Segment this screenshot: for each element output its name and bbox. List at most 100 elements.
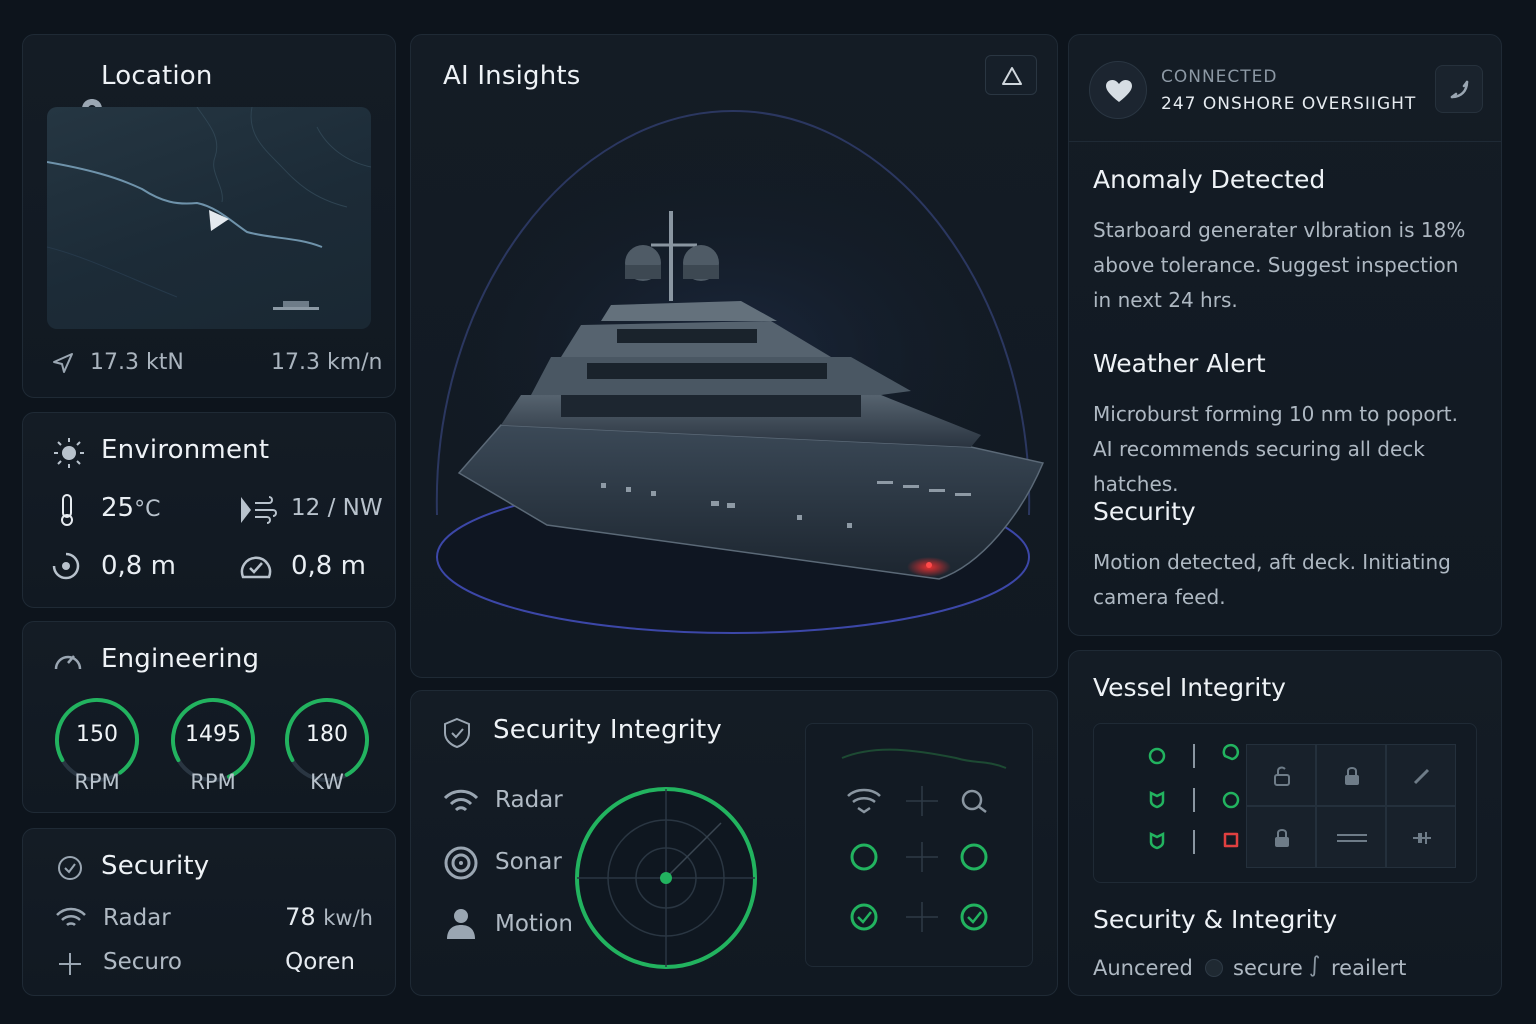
security-integrity-subtitle: Security & Integrity xyxy=(1093,905,1338,934)
heart-icon xyxy=(1106,80,1132,102)
secure-dot-icon xyxy=(1205,959,1223,977)
depth-value: 0,8 m xyxy=(291,551,366,581)
wave-height-icon xyxy=(52,552,80,580)
engineering-panel: Engineering 150 RPM 1495 RPM 180 KW xyxy=(22,621,396,813)
alert-body: Motion detected, aft deck. Initiating ca… xyxy=(1093,550,1451,609)
alert-title: Security xyxy=(1093,497,1196,526)
alert-body: Microburst forming 10 nm to poport. AI r… xyxy=(1093,402,1458,496)
securo-value: Qoren xyxy=(285,949,355,975)
connection-service: 247 ONSHORE OVERSIIGHT xyxy=(1161,94,1417,114)
speed-knots: 17.3 ktN xyxy=(90,350,184,375)
radar-scope[interactable] xyxy=(571,783,761,973)
speedometer-icon xyxy=(54,655,82,670)
check-circle-icon xyxy=(58,856,82,880)
navigation-arrow-icon xyxy=(53,353,73,373)
integrity-item-radar: Radar xyxy=(495,787,563,813)
rpm-gauge-1: 150 RPM xyxy=(53,696,141,794)
lock-cell[interactable] xyxy=(1386,806,1456,868)
temperature-number: 25 xyxy=(101,493,135,523)
gauge-arc xyxy=(285,698,369,782)
gauge-arc xyxy=(171,698,255,782)
status-ring-icon xyxy=(1222,791,1240,809)
status-ring-icon xyxy=(960,843,988,871)
radar-power-value: 78 kw/h xyxy=(285,903,373,931)
alert-status-icon xyxy=(1223,832,1239,848)
integral-icon: ∫ xyxy=(1309,953,1321,978)
gauge-unit: RPM xyxy=(74,770,120,794)
wifi-icon xyxy=(56,907,86,926)
status-item: Auncered xyxy=(1093,956,1193,980)
equals-icon xyxy=(1337,834,1367,842)
unlock-icon xyxy=(1274,766,1290,786)
speed-kmh: 17.3 km/n xyxy=(271,350,383,375)
depth-gauge-icon xyxy=(240,556,272,579)
lock-cell[interactable] xyxy=(1246,806,1316,868)
lock-cell[interactable] xyxy=(1316,806,1386,868)
radar-power-unit: kw/h xyxy=(323,906,373,930)
environment-title: Environment xyxy=(101,435,270,465)
status-ring-icon xyxy=(1148,747,1166,765)
search-status-icon xyxy=(961,789,987,813)
alert-toggle-button[interactable] xyxy=(985,55,1037,95)
security-panel: Security Radar 78 kw/h Securo Qoren xyxy=(22,828,396,996)
alert-title: Anomaly Detected xyxy=(1093,165,1326,194)
ai-insights-title: AI Insights xyxy=(443,61,581,91)
wind-value: 12 / NW xyxy=(291,495,383,521)
warning-triangle-icon xyxy=(1002,67,1022,85)
person-icon xyxy=(447,909,475,939)
lock-cell[interactable] xyxy=(1316,744,1386,806)
plug-icon xyxy=(1413,832,1431,844)
status-ring-icon xyxy=(1222,743,1240,761)
kw-gauge: 180 KW xyxy=(283,696,371,794)
status-check-icon xyxy=(960,903,988,931)
engineering-title: Engineering xyxy=(101,644,260,674)
status-ring-icon xyxy=(850,843,878,871)
gauge-unit: RPM xyxy=(190,770,236,794)
location-map[interactable] xyxy=(47,107,371,329)
shield-status-icon xyxy=(1149,790,1165,809)
gauge-arc xyxy=(55,698,139,782)
wifi-icon xyxy=(443,789,479,812)
ai-insights-panel: AI Insights xyxy=(410,34,1058,678)
lock-cell[interactable] xyxy=(1386,744,1456,806)
temperature-unit: °C xyxy=(134,497,161,522)
lock-grid xyxy=(1246,744,1456,868)
location-panel: Location 17.3 ktN 17.3 km/n xyxy=(22,34,396,398)
sun-icon xyxy=(54,438,84,468)
integrity-item-sonar: Sonar xyxy=(495,849,562,875)
yacht-3d-view[interactable] xyxy=(411,95,1058,678)
status-check-icon xyxy=(850,903,878,931)
vessel-integrity-grid xyxy=(1093,723,1477,883)
vessel-integrity-title: Vessel Integrity xyxy=(1093,673,1286,702)
wind-icon xyxy=(241,496,277,524)
shield-check-icon xyxy=(444,717,470,749)
status-item: secure xyxy=(1233,956,1303,980)
alerts-panel: CONNECTED 247 ONSHORE OVERSIIGHT Anomaly… xyxy=(1068,34,1502,636)
pencil-icon xyxy=(1413,768,1430,785)
sonar-icon xyxy=(444,846,478,880)
call-button[interactable] xyxy=(1435,65,1483,113)
alert-title: Weather Alert xyxy=(1093,349,1266,378)
shield-status-icon xyxy=(1149,831,1165,850)
gauge-value: 180 xyxy=(306,722,348,747)
alert-body: Starboard generater vlbration is 18% abo… xyxy=(1093,218,1466,312)
lock-icon xyxy=(1275,829,1289,847)
gauge-unit: KW xyxy=(310,770,344,794)
status-item: reailert xyxy=(1331,956,1407,980)
thermometer-icon xyxy=(61,494,73,526)
security-integrity-panel: Security Integrity Radar Sonar Motion xyxy=(410,690,1058,996)
sensor-status-grid xyxy=(805,723,1033,967)
lock-cell[interactable] xyxy=(1246,744,1316,806)
rpm-gauge-2: 1495 RPM xyxy=(169,696,257,794)
environment-panel: Environment 25°C 12 / NW 0,8 m 0,8 m xyxy=(22,412,396,608)
divider xyxy=(1069,141,1501,142)
location-title: Location xyxy=(101,61,213,91)
vessel-position-icon xyxy=(209,210,229,231)
vessel-integrity-panel: Vessel Integrity xyxy=(1068,650,1502,996)
wifi-status-icon xyxy=(847,788,881,814)
heart-badge xyxy=(1089,61,1147,119)
plus-icon xyxy=(59,953,81,975)
connection-status: CONNECTED xyxy=(1161,67,1278,87)
wave-height-value: 0,8 m xyxy=(101,551,176,581)
security-title: Security xyxy=(101,851,210,881)
